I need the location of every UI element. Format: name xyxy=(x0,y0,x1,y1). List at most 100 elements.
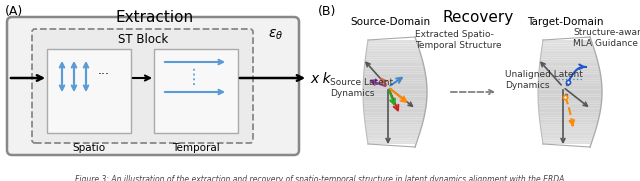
Polygon shape xyxy=(367,135,418,137)
Polygon shape xyxy=(541,132,595,135)
Polygon shape xyxy=(363,89,427,91)
Text: Structure-aware
MLA Guidance: Structure-aware MLA Guidance xyxy=(573,28,640,48)
Polygon shape xyxy=(542,137,593,139)
Polygon shape xyxy=(538,96,602,100)
Polygon shape xyxy=(365,119,423,123)
Text: Temporal: Temporal xyxy=(172,143,220,153)
Polygon shape xyxy=(364,105,426,107)
Polygon shape xyxy=(365,58,422,59)
Polygon shape xyxy=(365,56,421,58)
Polygon shape xyxy=(364,77,426,79)
Polygon shape xyxy=(540,56,596,58)
Polygon shape xyxy=(538,93,602,95)
Polygon shape xyxy=(538,107,601,109)
Polygon shape xyxy=(539,68,600,70)
Polygon shape xyxy=(542,43,592,45)
Polygon shape xyxy=(540,117,598,119)
Polygon shape xyxy=(538,81,602,82)
FancyBboxPatch shape xyxy=(7,17,299,155)
Polygon shape xyxy=(538,100,602,102)
Text: Extraction: Extraction xyxy=(116,10,194,25)
Polygon shape xyxy=(542,139,592,140)
FancyBboxPatch shape xyxy=(47,49,131,133)
Polygon shape xyxy=(365,59,422,61)
Polygon shape xyxy=(364,117,424,119)
Polygon shape xyxy=(543,40,591,43)
Polygon shape xyxy=(365,54,420,56)
Polygon shape xyxy=(367,137,417,139)
Text: Unaligned Latent
Dynamics: Unaligned Latent Dynamics xyxy=(505,70,583,90)
Polygon shape xyxy=(538,95,602,96)
Polygon shape xyxy=(365,126,421,128)
Polygon shape xyxy=(364,72,425,73)
Polygon shape xyxy=(367,49,419,50)
Polygon shape xyxy=(367,40,416,43)
Text: (B): (B) xyxy=(318,5,337,18)
Polygon shape xyxy=(541,128,596,130)
Text: Extracted Spatio-
Temporal Structure: Extracted Spatio- Temporal Structure xyxy=(415,30,502,50)
Text: Target-Domain: Target-Domain xyxy=(527,17,604,27)
Polygon shape xyxy=(541,54,596,56)
Polygon shape xyxy=(539,112,600,114)
Polygon shape xyxy=(363,91,427,93)
Text: $\epsilon_\theta$: $\epsilon_\theta$ xyxy=(268,28,283,42)
Polygon shape xyxy=(539,70,600,72)
Polygon shape xyxy=(538,77,601,79)
Polygon shape xyxy=(365,61,422,63)
Polygon shape xyxy=(538,102,602,104)
Text: Recovery: Recovery xyxy=(442,10,514,25)
Polygon shape xyxy=(540,125,596,126)
Polygon shape xyxy=(364,114,424,116)
Polygon shape xyxy=(541,49,594,50)
Polygon shape xyxy=(364,112,425,114)
Polygon shape xyxy=(364,102,426,104)
Polygon shape xyxy=(538,91,602,93)
Polygon shape xyxy=(364,66,424,68)
Polygon shape xyxy=(364,116,424,117)
Polygon shape xyxy=(364,79,426,81)
Polygon shape xyxy=(540,66,599,68)
Polygon shape xyxy=(363,82,427,84)
Polygon shape xyxy=(538,82,602,84)
Polygon shape xyxy=(365,125,422,126)
Polygon shape xyxy=(363,95,427,96)
Polygon shape xyxy=(540,123,597,125)
Text: x k: x k xyxy=(310,72,331,86)
Polygon shape xyxy=(543,140,591,142)
Polygon shape xyxy=(363,96,427,100)
Polygon shape xyxy=(364,107,426,109)
Text: Spatio: Spatio xyxy=(72,143,106,153)
Polygon shape xyxy=(538,79,602,81)
Text: Figure 3: An illustration of the extraction and recovery of spatio-temporal stru: Figure 3: An illustration of the extract… xyxy=(76,175,564,181)
Polygon shape xyxy=(363,100,427,102)
Polygon shape xyxy=(367,140,416,142)
Polygon shape xyxy=(367,139,417,140)
Polygon shape xyxy=(540,126,596,128)
Polygon shape xyxy=(540,59,597,61)
Polygon shape xyxy=(538,104,602,105)
Polygon shape xyxy=(540,61,598,63)
Polygon shape xyxy=(538,105,601,107)
Polygon shape xyxy=(539,72,600,73)
Polygon shape xyxy=(541,135,593,137)
Polygon shape xyxy=(367,47,418,49)
Polygon shape xyxy=(363,93,427,95)
Polygon shape xyxy=(540,58,596,59)
Polygon shape xyxy=(541,50,595,54)
Polygon shape xyxy=(538,84,602,86)
Polygon shape xyxy=(543,142,591,144)
Polygon shape xyxy=(365,123,422,125)
Polygon shape xyxy=(364,81,426,82)
Polygon shape xyxy=(538,89,602,91)
Text: ST Block: ST Block xyxy=(118,33,168,46)
Polygon shape xyxy=(368,142,415,144)
Polygon shape xyxy=(364,73,426,77)
Polygon shape xyxy=(366,50,420,54)
Polygon shape xyxy=(539,109,600,112)
Polygon shape xyxy=(365,128,420,130)
FancyBboxPatch shape xyxy=(32,29,253,143)
Polygon shape xyxy=(364,68,424,70)
Polygon shape xyxy=(366,130,420,132)
Polygon shape xyxy=(367,45,417,47)
Polygon shape xyxy=(364,63,424,66)
